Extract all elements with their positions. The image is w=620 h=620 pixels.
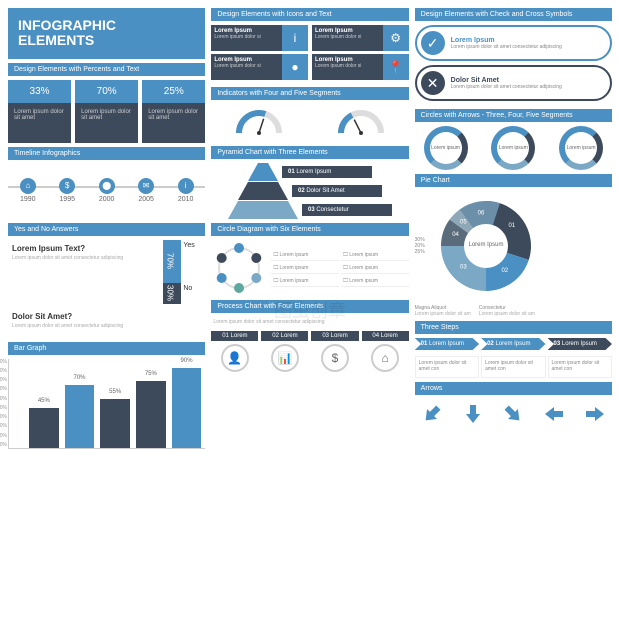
column-2: Design Elements with Icons and Text Lore… — [211, 8, 408, 449]
arrow-icon — [421, 403, 443, 425]
hdr-icons: Design Elements with Icons and Text — [211, 8, 408, 21]
circle6-item: 🖵 Lorem ipsum — [341, 263, 409, 274]
circle6-item: 🖵 Lorem ipsum — [271, 263, 339, 274]
hdr-threesteps: Three Steps — [415, 321, 612, 334]
process-step: 01 Lorem👤 — [211, 331, 258, 375]
card-icon: ⚙ — [383, 25, 409, 51]
circle6-item: 🖵 Lorem ipsum — [271, 250, 339, 261]
process-step: 04 Lorem⌂ — [362, 331, 409, 375]
pie-legend-item: Magna AliquotLorem ipsum dolor sit am — [415, 305, 471, 317]
yesno: Lorem Ipsum Text? Lorem ipsum dolor sit … — [8, 240, 205, 304]
hdr-indicators: Indicators with Four and Five Segments — [211, 87, 408, 100]
svg-text:01: 01 — [508, 223, 515, 229]
hdr-circle6: Circle Diagram with Six Elements — [211, 223, 408, 236]
step: 01 Lorem Ipsum — [415, 338, 479, 350]
arrow-circle: Lorem ipsum — [491, 126, 535, 170]
check-pill: ✓Lorem IpsumLorem ipsum dolor sit amet c… — [415, 25, 612, 61]
timeline: ⌂1990$1995⬤2000✉2005i2010 — [8, 164, 205, 219]
process-icon: $ — [321, 344, 349, 372]
arrow-icon — [584, 403, 606, 425]
hdr-bar: Bar Graph — [8, 342, 205, 355]
card-icon: 📍 — [383, 54, 409, 80]
process-icon: ⌂ — [371, 344, 399, 372]
svg-text:05: 05 — [460, 219, 467, 225]
icon-card: Lorem IpsumLorem ipsum dolor si● — [211, 54, 308, 80]
arrow-icon — [462, 403, 484, 425]
svg-text:04: 04 — [452, 232, 459, 238]
icon-card: Lorem IpsumLorem ipsum dolor sii — [211, 25, 308, 51]
timeline-point: i2010 — [166, 164, 205, 203]
process-step: 03 Lorem$ — [311, 331, 358, 375]
bar: 70% — [65, 385, 95, 447]
bar: 75% — [136, 381, 166, 448]
bar: 45% — [29, 408, 59, 448]
percent-card: 70%Lorem ipsum dolor sit amet — [75, 80, 138, 143]
hdr-pyramid: Pyramid Chart with Three Elements — [211, 146, 408, 159]
icon-card: Lorem IpsumLorem ipsum dolor si📍 — [312, 54, 409, 80]
circle6-item: 🖵 Lorem ipsum — [271, 276, 339, 287]
hdr-yesno: Yes and No Answers — [8, 223, 205, 236]
process-step: 02 Lorem📊 — [261, 331, 308, 375]
arrow-icon — [502, 403, 524, 425]
hdr-checkcross: Design Elements with Check and Cross Sym… — [415, 8, 612, 21]
circle6-item: 🖵 Lorem ipsum — [341, 250, 409, 261]
circle-diagram-6: 🖵 Lorem ipsum🖵 Lorem ipsum🖵 Lorem ipsum🖵… — [211, 240, 408, 296]
timeline-point: ⬤2000 — [87, 164, 126, 203]
pyramid-level: 01 Lorem Ipsum — [248, 163, 372, 181]
column-3: Design Elements with Check and Cross Sym… — [415, 8, 612, 449]
percent-card: 33%Lorem ipsum dolor sit amet — [8, 80, 71, 143]
arrow-icon — [543, 403, 565, 425]
timeline-point: $1995 — [47, 164, 86, 203]
arrow-circle: Lorem ipsum — [424, 126, 468, 170]
bar: 90% — [172, 368, 202, 448]
svg-text:02: 02 — [501, 268, 508, 274]
timeline-point: ✉2005 — [126, 164, 165, 203]
check-icon: ✓ — [421, 31, 445, 55]
svg-text:Lorem Ipsum: Lorem Ipsum — [468, 242, 503, 248]
step: 02 Lorem Ipsum — [481, 338, 545, 350]
column-1: INFOGRAPHIC ELEMENTS Design Elements wit… — [8, 8, 205, 449]
hdr-arrows: Arrows — [415, 382, 612, 395]
pyramid-level: 03 Consectetur — [228, 201, 392, 219]
pie-chart: 30%20%25% 010203040506Lorem Ipsum — [415, 191, 612, 301]
cross-icon: ✕ — [421, 71, 445, 95]
timeline-point: ⌂1990 — [8, 164, 47, 203]
main-title: INFOGRAPHIC ELEMENTS — [8, 8, 205, 59]
process-icon: 👤 — [221, 344, 249, 372]
circle6-item: 🖵 Lorem ipsum — [341, 276, 409, 287]
pie-legend-item: ConsecteturLorem ipsum dolor sit am — [479, 305, 535, 317]
svg-text:06: 06 — [477, 210, 484, 216]
bar-graph: 100%90%80%70%60%50%40%30%20%10% 45%70%55… — [8, 359, 205, 449]
hdr-pie: Pie Chart — [415, 174, 612, 187]
svg-text:03: 03 — [460, 265, 467, 271]
hdr-percents: Design Elements with Percents and Text — [8, 63, 205, 76]
bar: 55% — [100, 399, 130, 448]
card-icon: i — [282, 25, 308, 51]
card-icon: ● — [282, 54, 308, 80]
step: 03 Lorem Ipsum — [548, 338, 612, 350]
pyramid-level: 02 Dolor Sit Amet — [238, 182, 382, 200]
process-icon: 📊 — [271, 344, 299, 372]
cross-pill: ✕Dolor Sit AmetLorem ipsum dolor sit ame… — [415, 65, 612, 101]
icon-card: Lorem IpsumLorem ipsum dolor si⚙ — [312, 25, 409, 51]
percent-card: 25%Lorem ipsum dolor sit amet — [142, 80, 205, 143]
arrow-circle: Lorem ipsum — [559, 126, 603, 170]
gauge — [336, 108, 386, 138]
hdr-arrowcircles: Circles with Arrows - Three, Four, Five … — [415, 109, 612, 122]
gauge — [234, 108, 284, 138]
hdr-process: Process Chart with Four Elements — [211, 300, 408, 313]
hdr-timeline: Timeline Infographics — [8, 147, 205, 160]
